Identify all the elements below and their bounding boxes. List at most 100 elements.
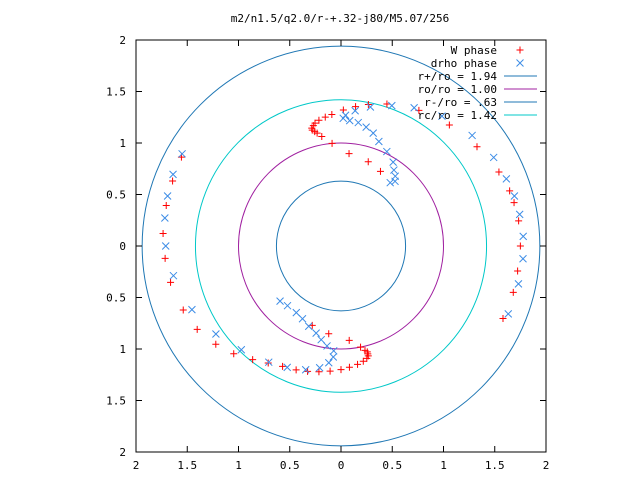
legend-label: ro/ro = 1.00 [418,83,497,96]
point-drho-phase [502,175,511,183]
y-tick-label: 2 [119,446,126,459]
point-w-phase [345,150,353,158]
point-drho-phase [341,111,350,120]
point-w-phase [159,229,167,237]
point-w-phase [445,121,453,129]
point-w-phase [352,103,360,111]
point-w-phase [345,336,353,344]
point-drho-phase [351,106,359,115]
legend-label: r-/ro = .63 [424,96,497,109]
point-drho-phase [410,103,418,112]
legend-label: rc/ro = 1.42 [418,109,497,122]
point-w-phase [514,267,522,275]
x-tick-label: 1 [440,459,447,472]
point-drho-phase [438,112,446,120]
circle-rc-ro-1-42 [194,99,488,393]
x-tick-label: 0.5 [280,459,300,472]
y-tick-label: 1.5 [106,395,126,408]
point-drho-phase [283,363,292,372]
legend-marker [516,46,524,54]
point-w-phase [515,217,523,225]
x-tick-label: 1.5 [177,459,197,472]
point-drho-phase [169,271,178,280]
point-w-phase [364,158,372,166]
point-drho-phase [188,305,196,314]
x-tick-label: 1 [235,459,242,472]
point-w-phase [473,143,481,151]
point-w-phase [328,110,336,118]
point-w-phase [292,366,300,374]
point-w-phase [193,325,201,333]
legend-marker [516,59,524,67]
point-w-phase [169,177,177,185]
point-w-phase [212,340,220,348]
legend-label: drho phase [431,57,497,70]
point-w-phase [179,306,187,314]
point-drho-phase [276,297,284,305]
point-drho-phase [329,346,338,355]
point-w-phase [230,350,238,358]
point-w-phase [162,201,170,209]
chart-title: m2/n1.5/q2.0/r-+.32-j80/M5.07/256 [231,12,450,25]
point-drho-phase [515,210,524,219]
point-w-phase [321,113,329,121]
point-drho-phase [386,178,395,187]
point-drho-phase [387,101,396,110]
point-drho-phase [390,166,398,174]
point-drho-phase [391,172,400,181]
y-tick-label: 0.5 [106,189,126,202]
circle-r-ro-1-94 [141,45,541,447]
point-drho-phase [237,345,246,354]
point-drho-phase [323,342,331,350]
point-drho-phase [324,358,333,367]
point-w-phase [361,346,369,354]
point-w-phase [376,167,384,175]
circle-r-ro-63 [275,180,407,312]
point-w-phase [325,330,333,338]
point-drho-phase [315,363,324,372]
point-w-phase [354,360,362,368]
y-tick-label: 0 [119,240,126,253]
point-drho-phase [514,280,523,288]
point-w-phase [279,362,287,370]
y-tick-label: 1 [119,137,126,150]
y-tick-label: 1.5 [106,86,126,99]
point-drho-phase [375,137,383,146]
point-w-phase [326,367,334,375]
reference-circles [141,45,541,447]
point-drho-phase [304,322,313,331]
point-w-phase [315,368,323,376]
x-tick-label: 2 [543,459,550,472]
point-w-phase [318,132,326,140]
point-w-phase [161,254,169,262]
point-drho-phase [345,116,354,125]
point-drho-phase [468,131,476,140]
point-drho-phase [510,192,519,200]
point-w-phase [359,357,367,365]
point-drho-phase [163,192,172,200]
point-drho-phase [301,365,310,374]
point-w-phase [499,314,507,322]
point-drho-phase [160,214,169,222]
point-w-phase [311,119,319,127]
point-drho-phase [161,242,170,250]
point-w-phase [509,288,517,296]
y-tick-label: 1 [119,343,126,356]
point-w-phase [357,343,365,351]
point-w-phase [249,356,257,364]
point-w-phase [337,366,345,374]
point-drho-phase [489,153,498,162]
point-drho-phase [389,158,397,166]
point-drho-phase [504,310,513,318]
point-drho-phase [329,353,338,361]
point-w-phase [506,187,514,195]
y-tick-label: 2 [119,34,126,47]
legend-label: W phase [451,44,497,57]
axis-ticks: 2 1.5 1 0.5 0 0.5 1 1.5 221.510.500.511.52 [106,34,549,472]
point-drho-phase [519,232,528,241]
point-w-phase [510,199,518,207]
point-w-phase [516,242,524,250]
point-w-phase [383,100,391,108]
